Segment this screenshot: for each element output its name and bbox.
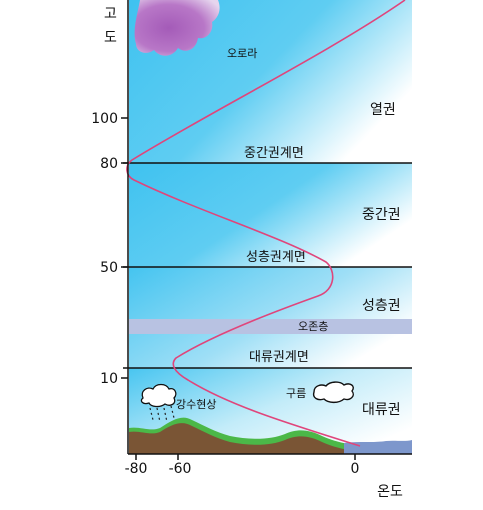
sea-surface [344,440,412,454]
mesopause-label: 중간권계면 [244,146,304,161]
ground-terrain [129,423,362,454]
temperature-curve [126,0,406,447]
ozone-band [129,319,412,334]
aurora-label: 오로라 [227,47,257,60]
precipitation-label: 강수현상 [176,398,216,411]
y-axis-title-top: 고 [104,6,117,22]
mesosphere-label: 중간권 [362,207,401,223]
cloud-icon [312,381,354,404]
y-tick-label-10: 10 [100,371,118,387]
x-tick-label-minus60: -60 [169,461,192,477]
stratopause-label: 성층권계면 [246,250,306,265]
tropopause-label: 대류권계면 [249,350,309,365]
rain-cloud-icon [140,383,177,423]
x-tick-label-minus80: -80 [125,461,148,477]
stratosphere-region [129,267,412,368]
mesosphere-region [129,163,412,267]
y-axis-title-bottom: 도 [104,30,117,46]
y-tick-label-80: 80 [100,156,118,172]
troposphere-label: 대류권 [362,402,401,418]
aurora-shape [134,0,220,56]
thermosphere-label: 열권 [370,102,396,118]
x-tick-label-0: 0 [351,461,360,477]
y-tick-label-50: 50 [100,260,118,276]
x-axis-title: 온도 [377,484,403,500]
stratosphere-label: 성층권 [362,298,401,314]
y-tick-label-100: 100 [91,111,118,127]
cloud-label: 구름 [286,387,306,400]
ozone-label: 오존층 [298,320,328,333]
